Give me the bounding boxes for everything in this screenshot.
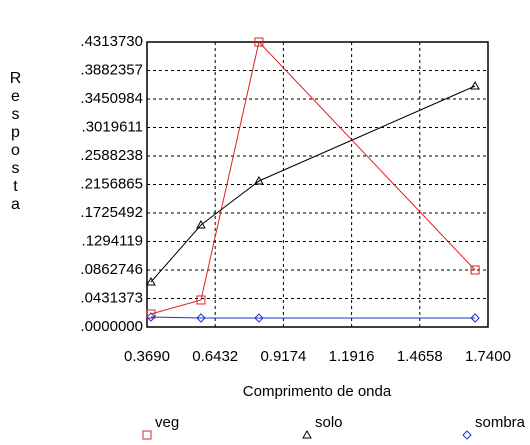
marker — [196, 295, 206, 305]
marker — [146, 309, 156, 319]
x-tick-label: 1.7400 — [465, 348, 511, 365]
marker — [470, 265, 480, 275]
y-tick-label: .1294119 — [82, 232, 143, 249]
x-tick-label: 0.3690 — [124, 348, 170, 365]
legend-marker — [302, 429, 312, 439]
marker — [254, 175, 264, 185]
series-line — [150, 40, 476, 315]
y-tick-label: .4313730 — [80, 33, 143, 50]
marker — [470, 80, 480, 90]
y-tick-label: .0000000 — [80, 318, 143, 335]
legend-label: veg — [155, 414, 179, 431]
marker — [254, 37, 264, 47]
y-tick-label: .0431373 — [80, 289, 143, 306]
x-tick-label: 0.6432 — [192, 348, 238, 365]
x-tick-label: 1.4658 — [397, 348, 443, 365]
marker — [146, 312, 156, 322]
marker — [146, 276, 156, 286]
y-tick-label: .2588238 — [80, 147, 143, 164]
y-axis-label: Resposta — [7, 70, 24, 214]
legend-marker — [462, 430, 472, 440]
legend-label: sombra — [475, 414, 526, 431]
legend-marker — [142, 430, 152, 440]
marker — [254, 313, 264, 323]
y-tick-label: .2156865 — [80, 175, 143, 192]
x-tick-label: 1.1916 — [329, 348, 375, 365]
marker — [470, 313, 480, 323]
marker — [196, 219, 206, 229]
y-tick-label: .3450984 — [80, 90, 143, 107]
marker — [196, 313, 206, 323]
x-axis-label: Comprimento de onda — [243, 383, 392, 400]
series-line — [150, 85, 476, 283]
y-tick-label: .3882357 — [80, 61, 143, 78]
x-tick-label: 0.9174 — [260, 348, 306, 365]
y-tick-label: .1725492 — [80, 204, 143, 221]
legend-label: solo — [315, 414, 343, 431]
y-tick-label: .0862746 — [80, 261, 143, 278]
y-tick-label: .3019611 — [82, 118, 143, 135]
series-line — [150, 316, 476, 319]
